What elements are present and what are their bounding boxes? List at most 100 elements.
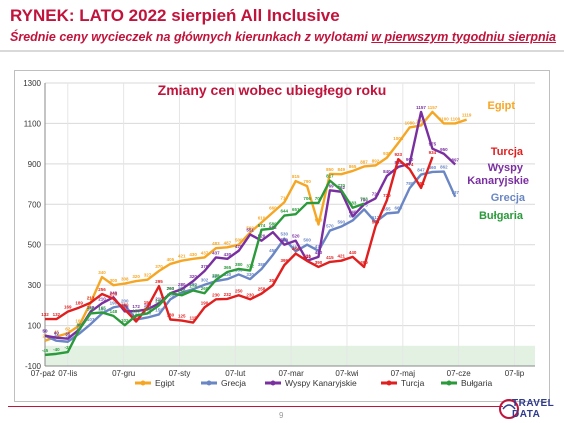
x-tick-label: 07-paź [31, 369, 55, 378]
data-label: 80 [77, 323, 83, 328]
data-label: 300 [110, 278, 118, 283]
data-label: 1090 [416, 118, 427, 123]
data-label: 470 [315, 244, 323, 249]
page-subtitle: Średnie ceny wycieczek na głównych kieru… [10, 30, 556, 44]
data-label: 1100 [439, 116, 449, 121]
data-label: 370 [155, 264, 163, 269]
data-label: 132 [53, 312, 61, 317]
data-label: 320 [189, 274, 197, 279]
x-tick-label: 07-lis [58, 369, 77, 378]
data-label: 260 [167, 286, 175, 291]
data-label: 560 [246, 226, 254, 231]
series-line-egipt [44, 110, 468, 342]
data-label: 370 [201, 264, 209, 269]
series-line-wyspy-kanaryjskie [44, 110, 457, 340]
x-tick-label: 07-kwi [335, 369, 358, 378]
data-label: 327 [144, 273, 152, 278]
data-label: 923 [394, 152, 402, 157]
logo-text-travel: TRAVEL [512, 398, 555, 409]
x-tick-label: 07-sty [169, 369, 191, 378]
data-label: 440 [315, 250, 323, 255]
data-label: 168 [87, 305, 95, 310]
data-label: 430 [189, 252, 197, 257]
data-label: 170 [121, 304, 129, 309]
data-label: 256 [98, 287, 106, 292]
data-label: 300 [269, 278, 277, 283]
data-label: 372 [246, 264, 254, 269]
y-tick-label: 1100 [24, 119, 42, 128]
page-number: 9 [279, 411, 284, 420]
series-label: Egipt [488, 100, 516, 112]
legend-label: Bułgaria [461, 378, 492, 388]
data-label: 330 [246, 272, 254, 277]
data-label: 280 [189, 282, 197, 287]
data-label: 440 [349, 250, 357, 255]
series-label: Grecja [491, 192, 526, 204]
series-label: Wyspy [488, 162, 524, 174]
series-line-grecja [44, 170, 457, 343]
data-label: 125 [178, 314, 186, 319]
subtitle-text: Średnie ceny wycieczek na głównych kieru… [10, 30, 372, 44]
data-label: 340 [98, 270, 106, 275]
data-label: 700 [360, 197, 368, 202]
data-label: 330 [224, 272, 232, 277]
data-label: 260 [201, 286, 209, 291]
data-label: 160 [87, 306, 95, 311]
data-label: 729 [372, 191, 380, 196]
data-label: 660 [269, 205, 277, 210]
data-label: 780 [406, 181, 414, 186]
data-label: 250 [178, 288, 186, 293]
data-label: 390 [360, 260, 368, 265]
data-label: 421 [338, 254, 346, 259]
data-label: 817 [326, 174, 334, 179]
legend-marker [140, 380, 146, 386]
travel-data-logo-icon [499, 399, 519, 419]
x-tick-label: 07-mar [278, 369, 304, 378]
data-label: 769 [326, 183, 334, 188]
data-label: 172 [132, 304, 140, 309]
data-label: 230 [212, 292, 220, 297]
data-label: 551 [246, 227, 254, 232]
data-label: 62 [65, 326, 71, 331]
data-label: 320 [212, 274, 220, 279]
data-label: 860 [429, 165, 437, 170]
data-label: 1157 [428, 105, 438, 110]
data-label: 487 [224, 240, 232, 245]
chart-title: Zmiany cen wobec ubiegłego roku [158, 82, 387, 98]
data-label: 148 [110, 309, 118, 314]
data-label: 365 [224, 265, 232, 270]
data-label: 80 [77, 323, 83, 328]
price-change-chart: -100 100 300 500 700 900 1100 1300 07-paź 07-lis 0… [23, 79, 535, 388]
data-label: 165 [98, 305, 106, 310]
logo-text-data: DATA [512, 409, 541, 420]
data-label: 1157 [416, 105, 426, 110]
data-label: 280 [178, 282, 186, 287]
data-label: 326 [212, 273, 220, 278]
data-label: 847 [417, 168, 425, 173]
data-label: 308 [121, 277, 129, 282]
data-label: 189 [75, 301, 83, 306]
data-label: 590 [338, 220, 346, 225]
data-label: 120 [132, 315, 140, 320]
subtitle-underlined: w pierwszym tygodniu sierpnia [371, 30, 557, 44]
series-line-bułgaria [44, 179, 365, 357]
data-label: 1080 [405, 120, 416, 125]
data-label: 45 [54, 330, 60, 335]
data-label: 520 [292, 234, 300, 239]
data-label: 437 [201, 250, 209, 255]
data-label: 190 [201, 300, 209, 305]
data-label: 1003 [393, 136, 404, 141]
data-label: 50 [42, 329, 48, 334]
data-label: 500 [303, 238, 311, 243]
y-tick-label: 900 [28, 160, 42, 169]
data-label: 302 [201, 278, 209, 283]
data-label: 295 [155, 279, 163, 284]
data-label: 169 [64, 305, 72, 310]
data-label: 781 [417, 181, 425, 186]
x-tick-label: 07-gru [112, 369, 135, 378]
data-label: 210 [155, 296, 163, 301]
chart-frame: -100 100 300 500 700 900 1100 1300 07-paź 07-lis 0… [14, 70, 550, 402]
data-label: 737 [451, 190, 459, 195]
data-label: 320 [132, 274, 140, 279]
data-label: 975 [429, 142, 437, 147]
